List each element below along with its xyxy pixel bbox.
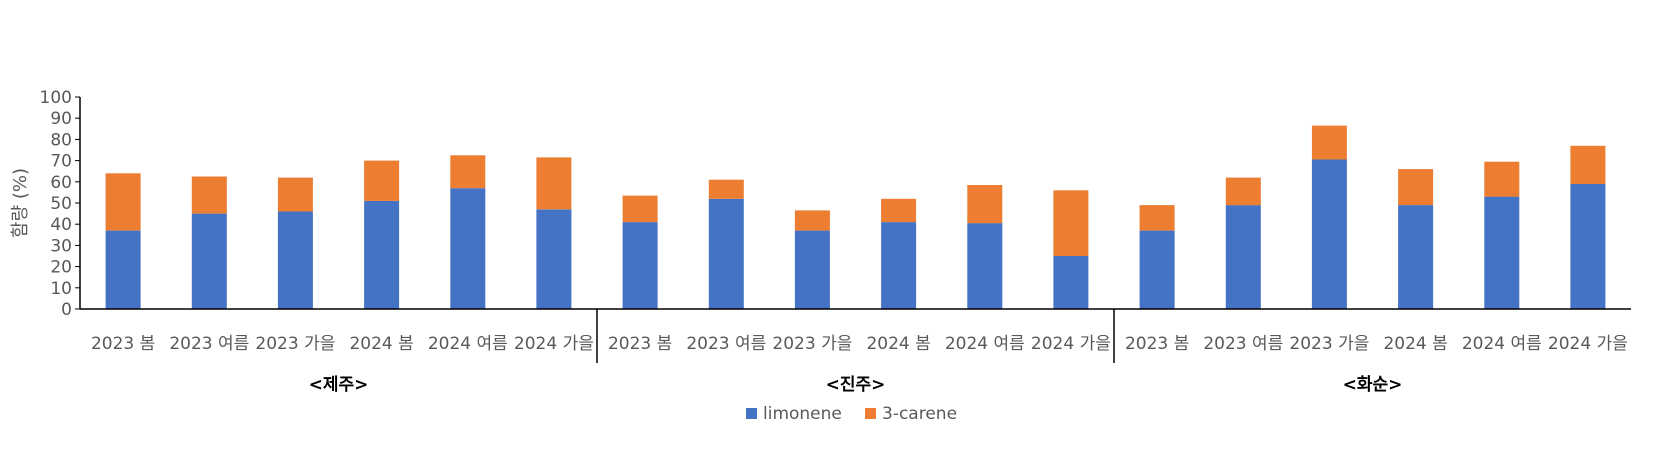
bar-3-carene-5 — [536, 157, 572, 210]
y-tick-label: 50 — [50, 194, 72, 214]
y-tick-label: 70 — [50, 152, 72, 172]
x-tick-label: 2023 봄 — [91, 334, 155, 354]
x-tick-label: 2023 봄 — [1125, 334, 1189, 354]
y-tick-label: 20 — [50, 258, 72, 278]
bar-3-carene-3 — [364, 160, 400, 201]
bar-3-carene-2 — [277, 177, 313, 212]
x-tick-label: 2024 여름 — [1462, 334, 1542, 354]
bar-3-carene-8 — [794, 210, 830, 231]
bar-limonene-3 — [364, 200, 400, 309]
x-tick-label: 2024 봄 — [866, 334, 930, 354]
y-tick-label: 0 — [61, 300, 72, 320]
bar-3-carene-16 — [1484, 161, 1520, 197]
x-tick-label: 2024 가을 — [1548, 334, 1628, 354]
bar-limonene-1 — [191, 213, 227, 309]
y-tick-label: 100 — [40, 88, 72, 108]
bar-limonene-17 — [1570, 183, 1606, 309]
x-tick-label: 2024 봄 — [349, 334, 413, 354]
x-tick-label: 2023 가을 — [255, 334, 335, 354]
group-label: <제주> — [309, 375, 369, 395]
bar-3-carene-1 — [191, 176, 227, 214]
bar-3-carene-12 — [1139, 205, 1175, 231]
bar-3-carene-10 — [967, 185, 1003, 224]
bar-limonene-10 — [967, 223, 1003, 309]
bar-limonene-4 — [450, 188, 486, 309]
bar-3-carene-11 — [1053, 190, 1089, 256]
y-tick-label: 90 — [50, 109, 72, 129]
y-tick-label: 40 — [50, 215, 72, 235]
bar-limonene-8 — [794, 230, 830, 309]
y-tick-label: 80 — [50, 130, 72, 150]
bar-3-carene-13 — [1225, 177, 1261, 206]
bar-3-carene-15 — [1398, 169, 1434, 206]
bar-limonene-2 — [277, 211, 313, 309]
bar-3-carene-17 — [1570, 145, 1606, 184]
x-tick-label: 2023 봄 — [608, 334, 672, 354]
x-tick-label: 2024 봄 — [1383, 334, 1447, 354]
x-tick-label: 2024 여름 — [945, 334, 1025, 354]
x-tick-label: 2024 여름 — [428, 334, 508, 354]
legend-label: 3-carene — [882, 404, 957, 424]
y-tick-label: 30 — [50, 236, 72, 256]
y-tick-label: 10 — [50, 279, 72, 299]
bar-limonene-15 — [1398, 205, 1434, 309]
bar-limonene-7 — [708, 198, 744, 309]
x-tick-label: 2023 여름 — [686, 334, 766, 354]
bar-limonene-12 — [1139, 230, 1175, 309]
bar-3-carene-9 — [881, 198, 917, 223]
group-label: <진주> — [826, 375, 886, 395]
bar-limonene-14 — [1311, 159, 1347, 309]
bar-3-carene-0 — [105, 173, 141, 231]
bar-limonene-11 — [1053, 256, 1089, 309]
legend-swatch-limonene — [746, 408, 757, 419]
bar-limonene-13 — [1225, 205, 1261, 309]
bar-limonene-6 — [622, 222, 658, 309]
bar-3-carene-14 — [1311, 125, 1347, 160]
bar-3-carene-4 — [450, 155, 486, 189]
x-tick-label: 2023 여름 — [169, 334, 249, 354]
x-tick-label: 2023 가을 — [772, 334, 852, 354]
bar-limonene-5 — [536, 209, 572, 309]
bar-limonene-0 — [105, 230, 141, 309]
bar-limonene-9 — [881, 222, 917, 309]
y-axis-title: 함량 (%) — [10, 168, 31, 238]
x-tick-label: 2024 가을 — [514, 334, 594, 354]
legend-label: limonene — [763, 404, 842, 424]
legend-swatch-3-carene — [865, 408, 876, 419]
bar-3-carene-6 — [622, 195, 658, 223]
group-label: <화순> — [1343, 375, 1403, 395]
x-tick-label: 2023 여름 — [1203, 334, 1283, 354]
x-tick-label: 2023 가을 — [1289, 334, 1369, 354]
y-tick-label: 60 — [50, 173, 72, 193]
bar-limonene-16 — [1484, 196, 1520, 309]
x-tick-label: 2024 가을 — [1031, 334, 1111, 354]
bar-3-carene-7 — [708, 179, 744, 199]
